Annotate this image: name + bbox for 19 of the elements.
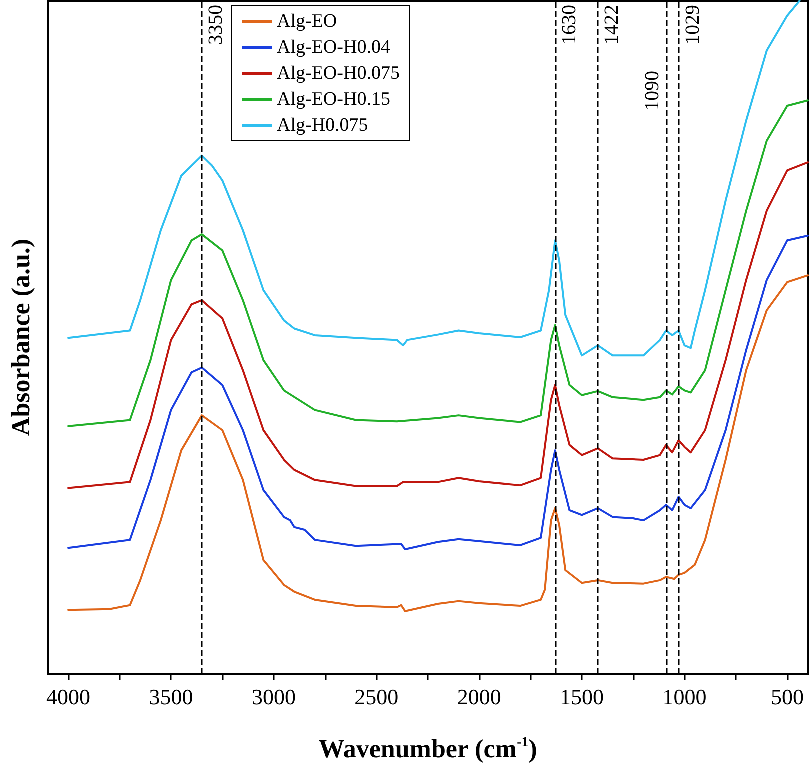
y-axis-title: Absorbance (a.u.) [6,238,36,436]
x-tick-label: 3500 [149,684,194,710]
legend-label: Alg-EO-H0.15 [277,89,390,110]
x-tick-label: 2000 [457,684,502,710]
ref-line-label: 3350 [205,5,228,45]
ref-line-label: 1630 [558,5,580,45]
ref-line-label: 1090 [641,71,664,111]
ref-line-label: 1422 [601,5,624,45]
legend-label: Alg-EO-H0.04 [277,37,391,58]
x-tick-label: 3000 [252,684,296,710]
x-tick-label: 1000 [662,684,707,710]
legend-label: Alg-EO [277,11,338,32]
ref-line-label: 1029 [682,5,704,45]
x-tick-label: 1500 [560,684,604,710]
x-tick-label: 2500 [354,684,399,710]
x-tick-label: 4000 [46,684,91,710]
legend-label: Alg-H0.075 [277,115,368,136]
x-tick-label: 500 [770,684,804,710]
legend-label: Alg-EO-H0.075 [277,63,400,84]
